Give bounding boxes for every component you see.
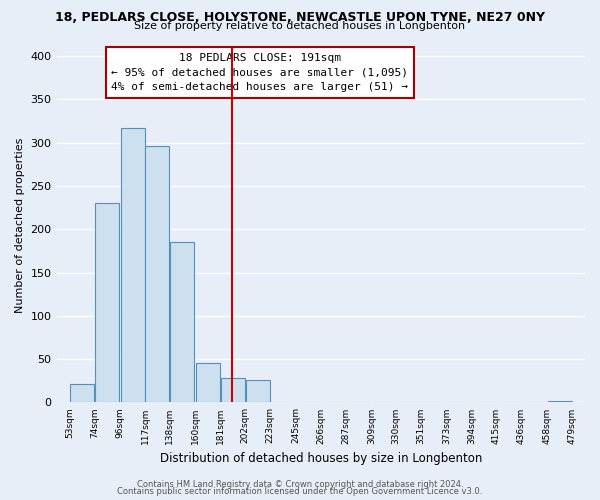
Text: Size of property relative to detached houses in Longbenton: Size of property relative to detached ho… [134, 21, 466, 31]
Bar [70, 384, 94, 402]
Text: 18, PEDLARS CLOSE, HOLYSTONE, NEWCASTLE UPON TYNE, NE27 0NY: 18, PEDLARS CLOSE, HOLYSTONE, NEWCASTLE … [55, 11, 545, 24]
Bar [95, 204, 119, 402]
X-axis label: Distribution of detached houses by size in Longbenton: Distribution of detached houses by size … [160, 452, 482, 465]
Text: 18 PEDLARS CLOSE: 191sqm
← 95% of detached houses are smaller (1,095)
4% of semi: 18 PEDLARS CLOSE: 191sqm ← 95% of detach… [112, 53, 409, 92]
Bar [170, 242, 194, 402]
Text: Contains public sector information licensed under the Open Government Licence v3: Contains public sector information licen… [118, 488, 482, 496]
Bar [221, 378, 245, 402]
Bar [121, 128, 145, 402]
Bar [145, 146, 169, 403]
Y-axis label: Number of detached properties: Number of detached properties [15, 138, 25, 312]
Bar [196, 364, 220, 403]
Bar [245, 380, 270, 402]
Bar [548, 400, 572, 402]
Text: Contains HM Land Registry data © Crown copyright and database right 2024.: Contains HM Land Registry data © Crown c… [137, 480, 463, 489]
